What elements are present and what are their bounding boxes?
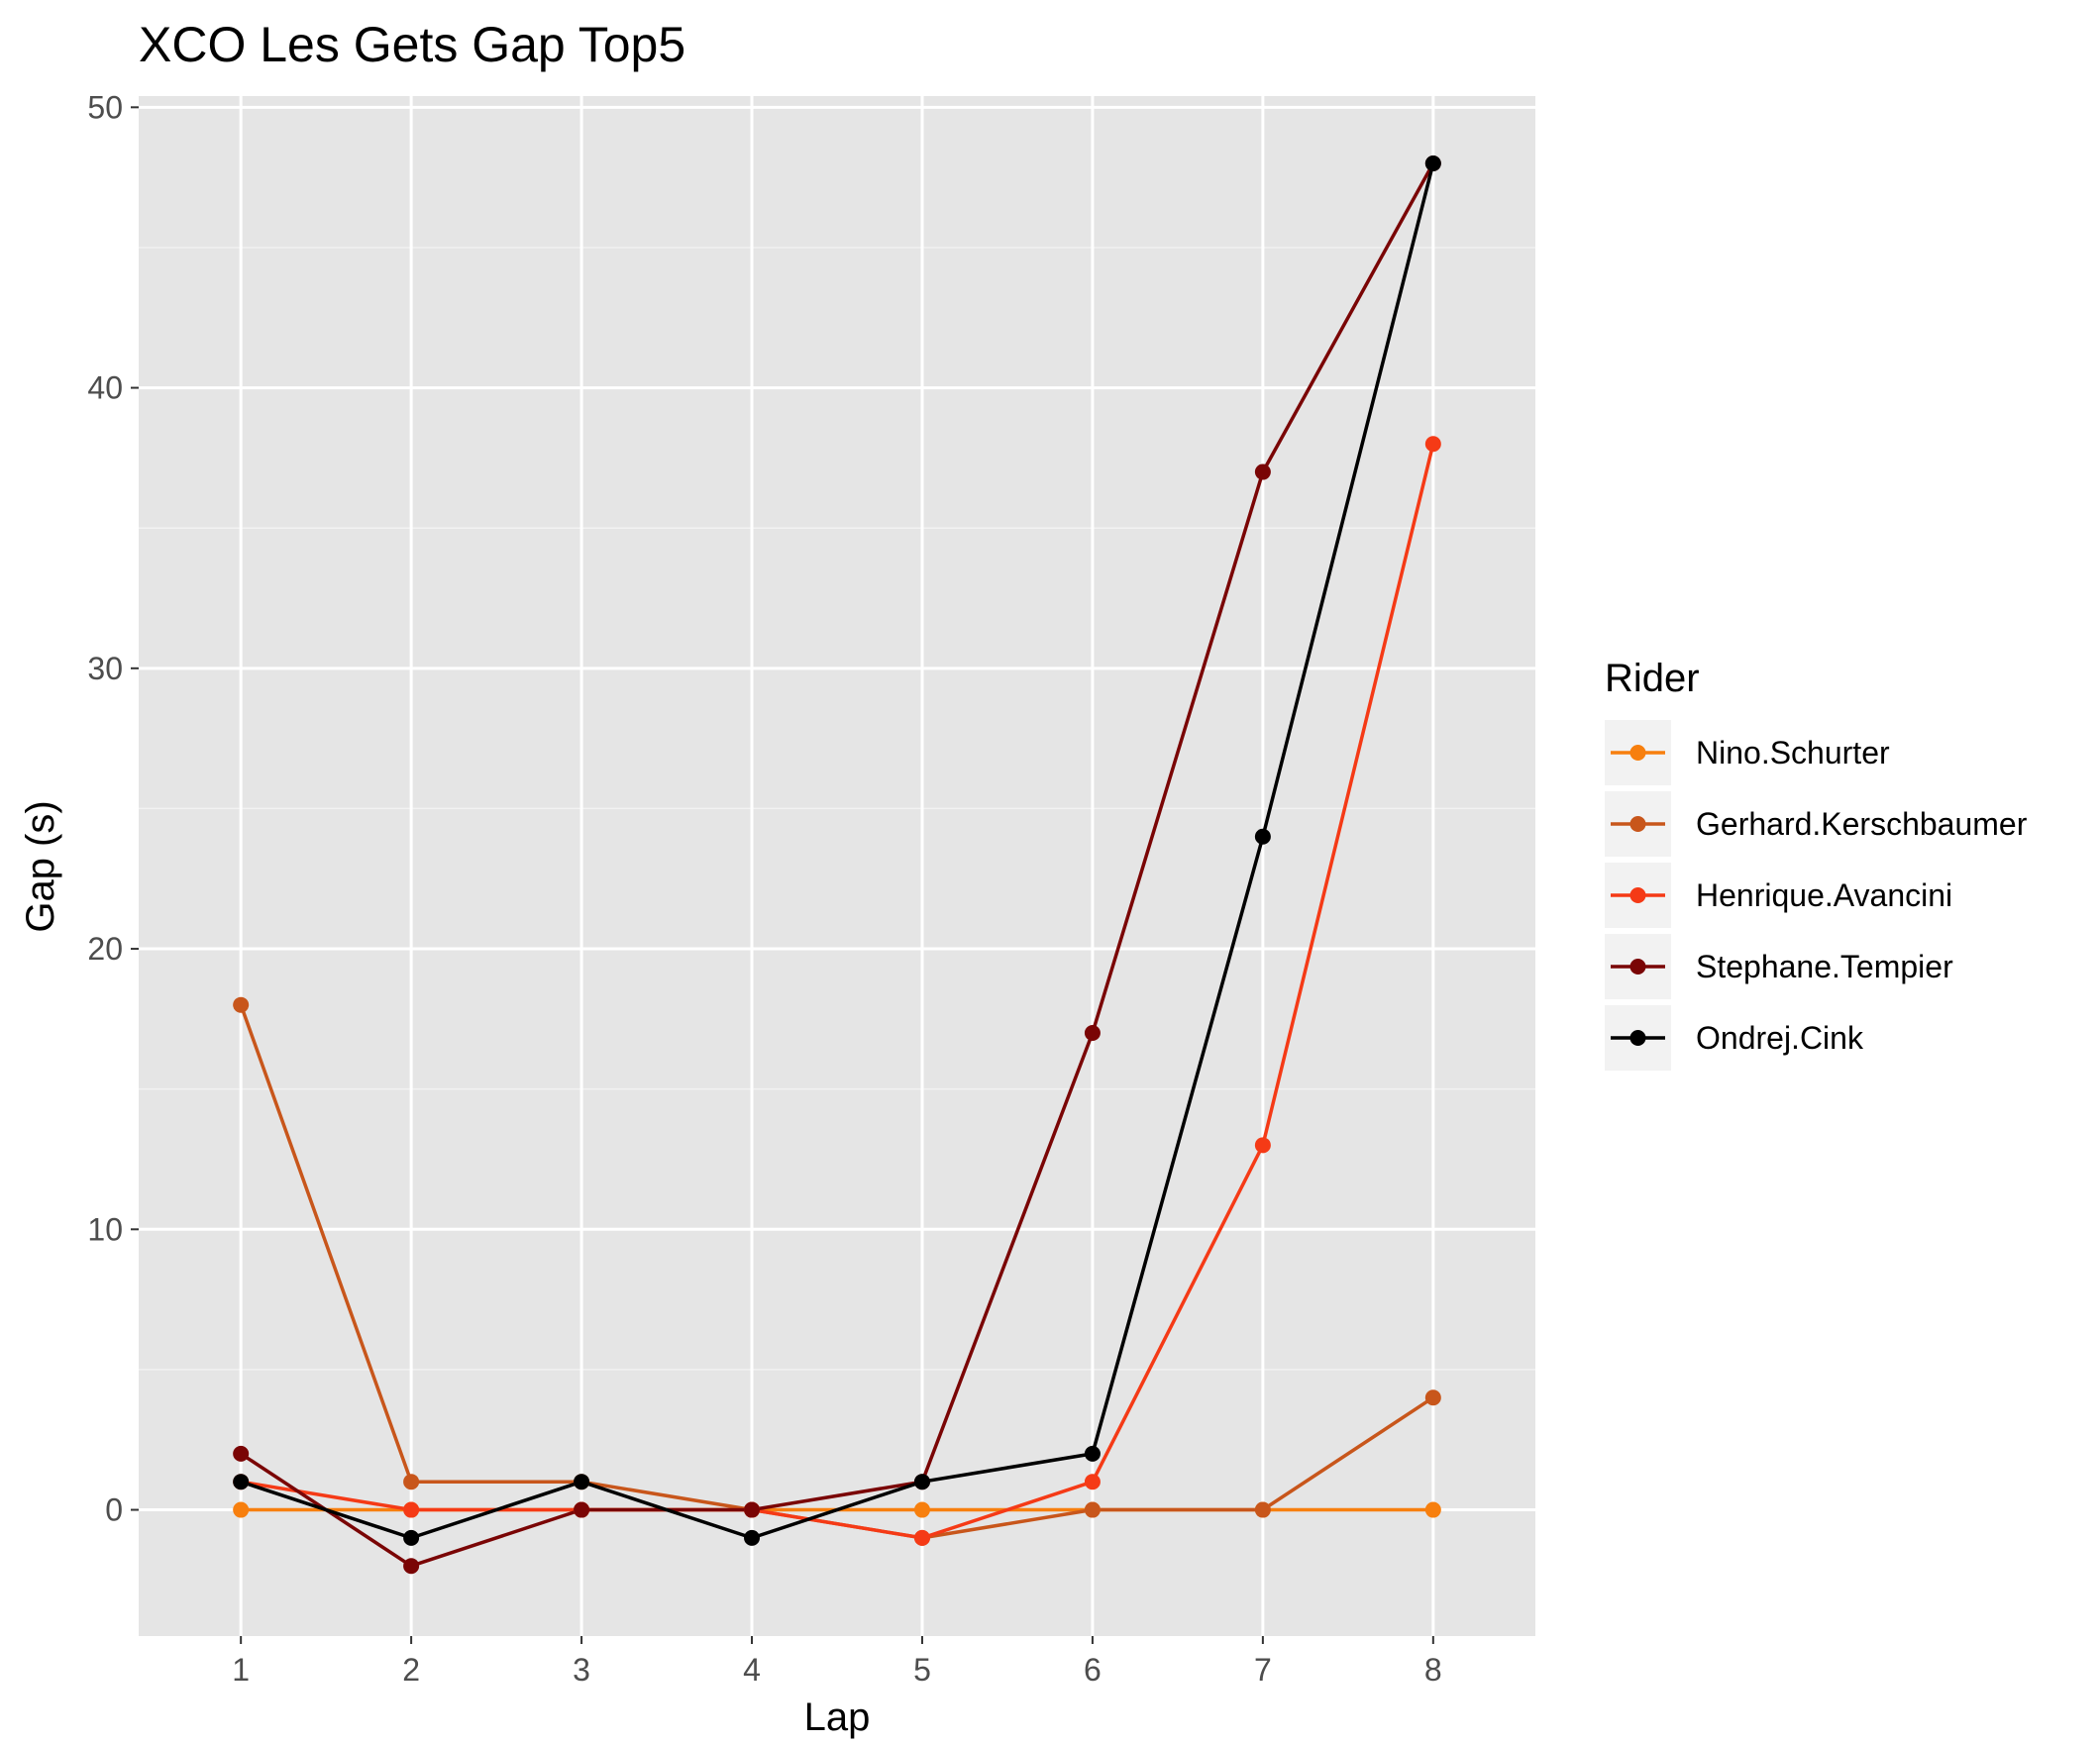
y-axis-title: Gap (s) [19, 800, 62, 932]
series-line-henrique-avancini [240, 443, 1435, 1540]
legend-key-point-henrique-avancini [1629, 887, 1646, 903]
series-lines [239, 162, 1435, 1568]
legend-label-gerhard-kerschbaumer: Gerhard.Kerschbaumer [1696, 806, 2028, 842]
data-point-stephane-tempier [744, 1501, 761, 1518]
data-point-henrique-avancini [913, 1529, 930, 1546]
data-point-ondrej-cink [574, 1474, 590, 1490]
data-point-stephane-tempier [1084, 1025, 1101, 1042]
y-tick-label: 30 [87, 651, 123, 686]
data-point-ondrej-cink [744, 1529, 761, 1546]
legend-key-point-nino-schurter [1629, 745, 1646, 761]
legend-label-stephane-tempier: Stephane.Tempier [1696, 949, 1953, 984]
y-tick-label: 0 [105, 1492, 123, 1528]
data-point-ondrej-cink [1424, 154, 1441, 171]
legend-key-point-stephane-tempier [1629, 959, 1646, 975]
data-point-henrique-avancini [1254, 1137, 1271, 1154]
data-point-stephane-tempier [233, 1445, 250, 1462]
x-tick-label: 5 [913, 1652, 931, 1688]
x-tick-label: 4 [743, 1652, 761, 1688]
data-point-gerhard-kerschbaumer [1424, 1389, 1441, 1406]
legend: Nino.Schurter Gerhard.Kerschbaumer Henriqu… [1605, 720, 2028, 1071]
data-point-stephane-tempier [574, 1501, 590, 1518]
legend-key-point-gerhard-kerschbaumer [1629, 816, 1646, 832]
legend-label-nino-schurter: Nino.Schurter [1696, 735, 1890, 770]
minor-gridlines [139, 247, 1535, 1371]
data-point-henrique-avancini [403, 1501, 420, 1518]
series-line-stephane-tempier [240, 162, 1435, 1568]
x-tick-label: 1 [232, 1652, 250, 1688]
data-point-ondrej-cink [1254, 828, 1271, 845]
y-tick-label: 20 [87, 931, 123, 967]
data-point-gerhard-kerschbaumer [1084, 1501, 1101, 1518]
data-point-nino-schurter [1424, 1501, 1441, 1518]
data-point-nino-schurter [913, 1501, 930, 1518]
data-point-ondrej-cink [403, 1529, 420, 1546]
data-point-ondrej-cink [1084, 1445, 1101, 1462]
y-axis: 0 10 20 30 40 50 [87, 89, 139, 1528]
x-tick-label: 7 [1254, 1652, 1272, 1688]
x-axis-title: Lap [804, 1695, 871, 1739]
x-tick-label: 2 [402, 1652, 420, 1688]
legend-label-ondrej-cink: Ondrej.Cink [1696, 1020, 1864, 1056]
series-line-ondrej-cink [240, 162, 1435, 1540]
data-point-stephane-tempier [1254, 463, 1271, 480]
x-axis: 1 2 3 4 5 6 7 8 [232, 1636, 1442, 1688]
data-point-henrique-avancini [1084, 1474, 1101, 1490]
data-point-gerhard-kerschbaumer [1254, 1501, 1271, 1518]
legend-key-point-ondrej-cink [1629, 1030, 1646, 1046]
data-point-nino-schurter [233, 1501, 250, 1518]
data-point-ondrej-cink [233, 1474, 250, 1490]
chart-title: XCO Les Gets Gap Top5 [139, 17, 685, 72]
x-tick-label: 8 [1424, 1652, 1442, 1688]
series-points [233, 154, 1441, 1575]
x-tick-label: 3 [573, 1652, 590, 1688]
data-point-ondrej-cink [913, 1474, 930, 1490]
data-point-stephane-tempier [403, 1558, 420, 1575]
data-point-gerhard-kerschbaumer [403, 1474, 420, 1490]
legend-label-henrique-avancini: Henrique.Avancini [1696, 877, 1952, 913]
x-tick-label: 6 [1084, 1652, 1102, 1688]
data-point-henrique-avancini [1424, 436, 1441, 453]
y-tick-label: 50 [87, 89, 123, 125]
plot-panel [139, 96, 1535, 1636]
y-tick-label: 40 [87, 370, 123, 406]
y-tick-label: 10 [87, 1211, 123, 1247]
data-point-gerhard-kerschbaumer [233, 996, 250, 1013]
legend-title: Rider [1605, 657, 1700, 700]
